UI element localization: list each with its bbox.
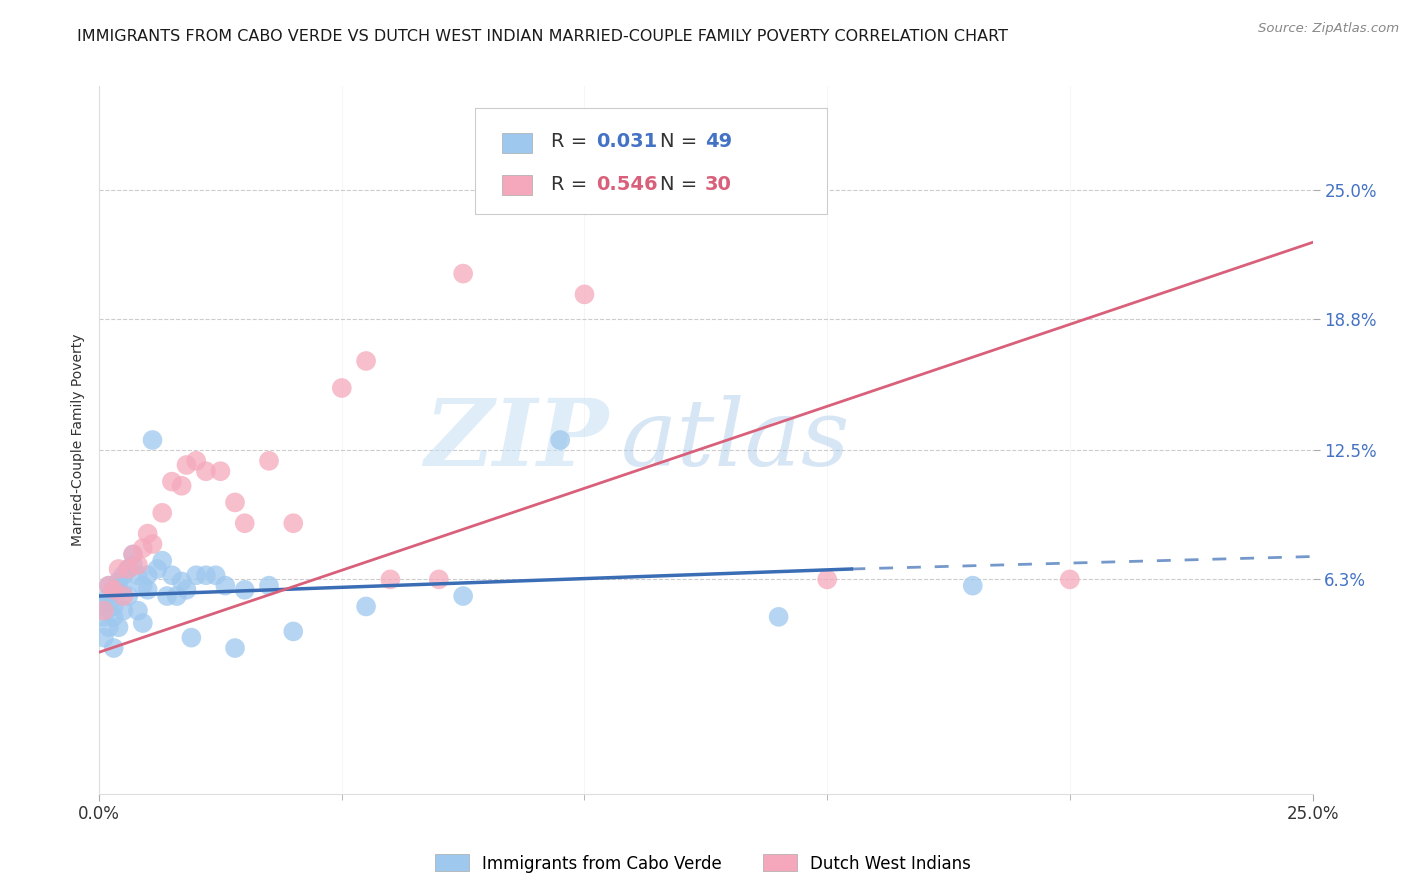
Text: 0.031: 0.031: [596, 132, 658, 152]
Point: [768, 610, 790, 624]
Point: [160, 475, 183, 489]
Point: [122, 548, 145, 562]
Point: [233, 516, 256, 531]
Text: N =: N =: [659, 175, 703, 194]
Point: [103, 599, 125, 614]
Point: [214, 579, 236, 593]
FancyBboxPatch shape: [475, 108, 827, 214]
Point: [117, 562, 139, 576]
Point: [204, 568, 226, 582]
Point: [107, 620, 129, 634]
FancyBboxPatch shape: [502, 175, 533, 194]
Point: [176, 582, 198, 597]
Point: [962, 579, 984, 593]
Point: [127, 568, 149, 582]
Point: [107, 562, 129, 576]
Point: [136, 582, 159, 597]
Point: [122, 558, 145, 572]
Point: [451, 589, 474, 603]
Point: [427, 573, 450, 587]
Point: [283, 516, 305, 531]
Point: [132, 579, 155, 593]
Text: R =: R =: [551, 175, 593, 194]
Point: [166, 589, 188, 603]
Point: [194, 464, 217, 478]
Point: [233, 582, 256, 597]
Text: R =: R =: [551, 132, 593, 152]
Point: [93, 610, 115, 624]
Text: 49: 49: [704, 132, 731, 152]
Point: [132, 616, 155, 631]
Point: [150, 554, 173, 568]
FancyBboxPatch shape: [502, 133, 533, 153]
Point: [93, 631, 115, 645]
Point: [132, 541, 155, 556]
Point: [330, 381, 353, 395]
Text: ZIP: ZIP: [425, 395, 609, 485]
Point: [103, 610, 125, 624]
Point: [107, 574, 129, 589]
Point: [93, 604, 115, 618]
Point: [97, 579, 120, 593]
Point: [93, 599, 115, 614]
Point: [257, 454, 280, 468]
Point: [1059, 573, 1081, 587]
Text: N =: N =: [659, 132, 703, 152]
Y-axis label: Married-Couple Family Poverty: Married-Couple Family Poverty: [72, 334, 86, 546]
Point: [103, 582, 125, 597]
Point: [112, 579, 135, 593]
Point: [186, 454, 208, 468]
Text: IMMIGRANTS FROM CABO VERDE VS DUTCH WEST INDIAN MARRIED-COUPLE FAMILY POVERTY CO: IMMIGRANTS FROM CABO VERDE VS DUTCH WEST…: [77, 29, 1008, 44]
Point: [815, 573, 838, 587]
Point: [548, 433, 571, 447]
Point: [380, 573, 402, 587]
Point: [176, 458, 198, 472]
Point: [257, 579, 280, 593]
Text: Source: ZipAtlas.com: Source: ZipAtlas.com: [1258, 22, 1399, 36]
Point: [354, 354, 377, 368]
Point: [141, 537, 163, 551]
Point: [150, 506, 173, 520]
Point: [103, 582, 125, 597]
Point: [107, 582, 129, 597]
Point: [97, 589, 120, 603]
Point: [127, 558, 149, 572]
Point: [136, 526, 159, 541]
Point: [146, 562, 169, 576]
Legend: Immigrants from Cabo Verde, Dutch West Indians: Immigrants from Cabo Verde, Dutch West I…: [429, 847, 977, 880]
Point: [117, 589, 139, 603]
Text: 30: 30: [704, 175, 731, 194]
Point: [209, 464, 232, 478]
Point: [224, 641, 246, 656]
Point: [112, 589, 135, 603]
Point: [112, 604, 135, 618]
Point: [283, 624, 305, 639]
Point: [170, 479, 193, 493]
Point: [127, 604, 149, 618]
Point: [97, 620, 120, 634]
Point: [180, 631, 202, 645]
Text: atlas: atlas: [621, 395, 851, 485]
Point: [112, 568, 135, 582]
Point: [574, 287, 596, 301]
Point: [136, 568, 159, 582]
Point: [97, 579, 120, 593]
Point: [97, 595, 120, 609]
Point: [170, 574, 193, 589]
Point: [451, 267, 474, 281]
Point: [186, 568, 208, 582]
Point: [103, 641, 125, 656]
Point: [354, 599, 377, 614]
Point: [156, 589, 179, 603]
Point: [122, 548, 145, 562]
Point: [160, 568, 183, 582]
Point: [224, 495, 246, 509]
Point: [141, 433, 163, 447]
Point: [194, 568, 217, 582]
Text: 0.546: 0.546: [596, 175, 658, 194]
Point: [117, 562, 139, 576]
